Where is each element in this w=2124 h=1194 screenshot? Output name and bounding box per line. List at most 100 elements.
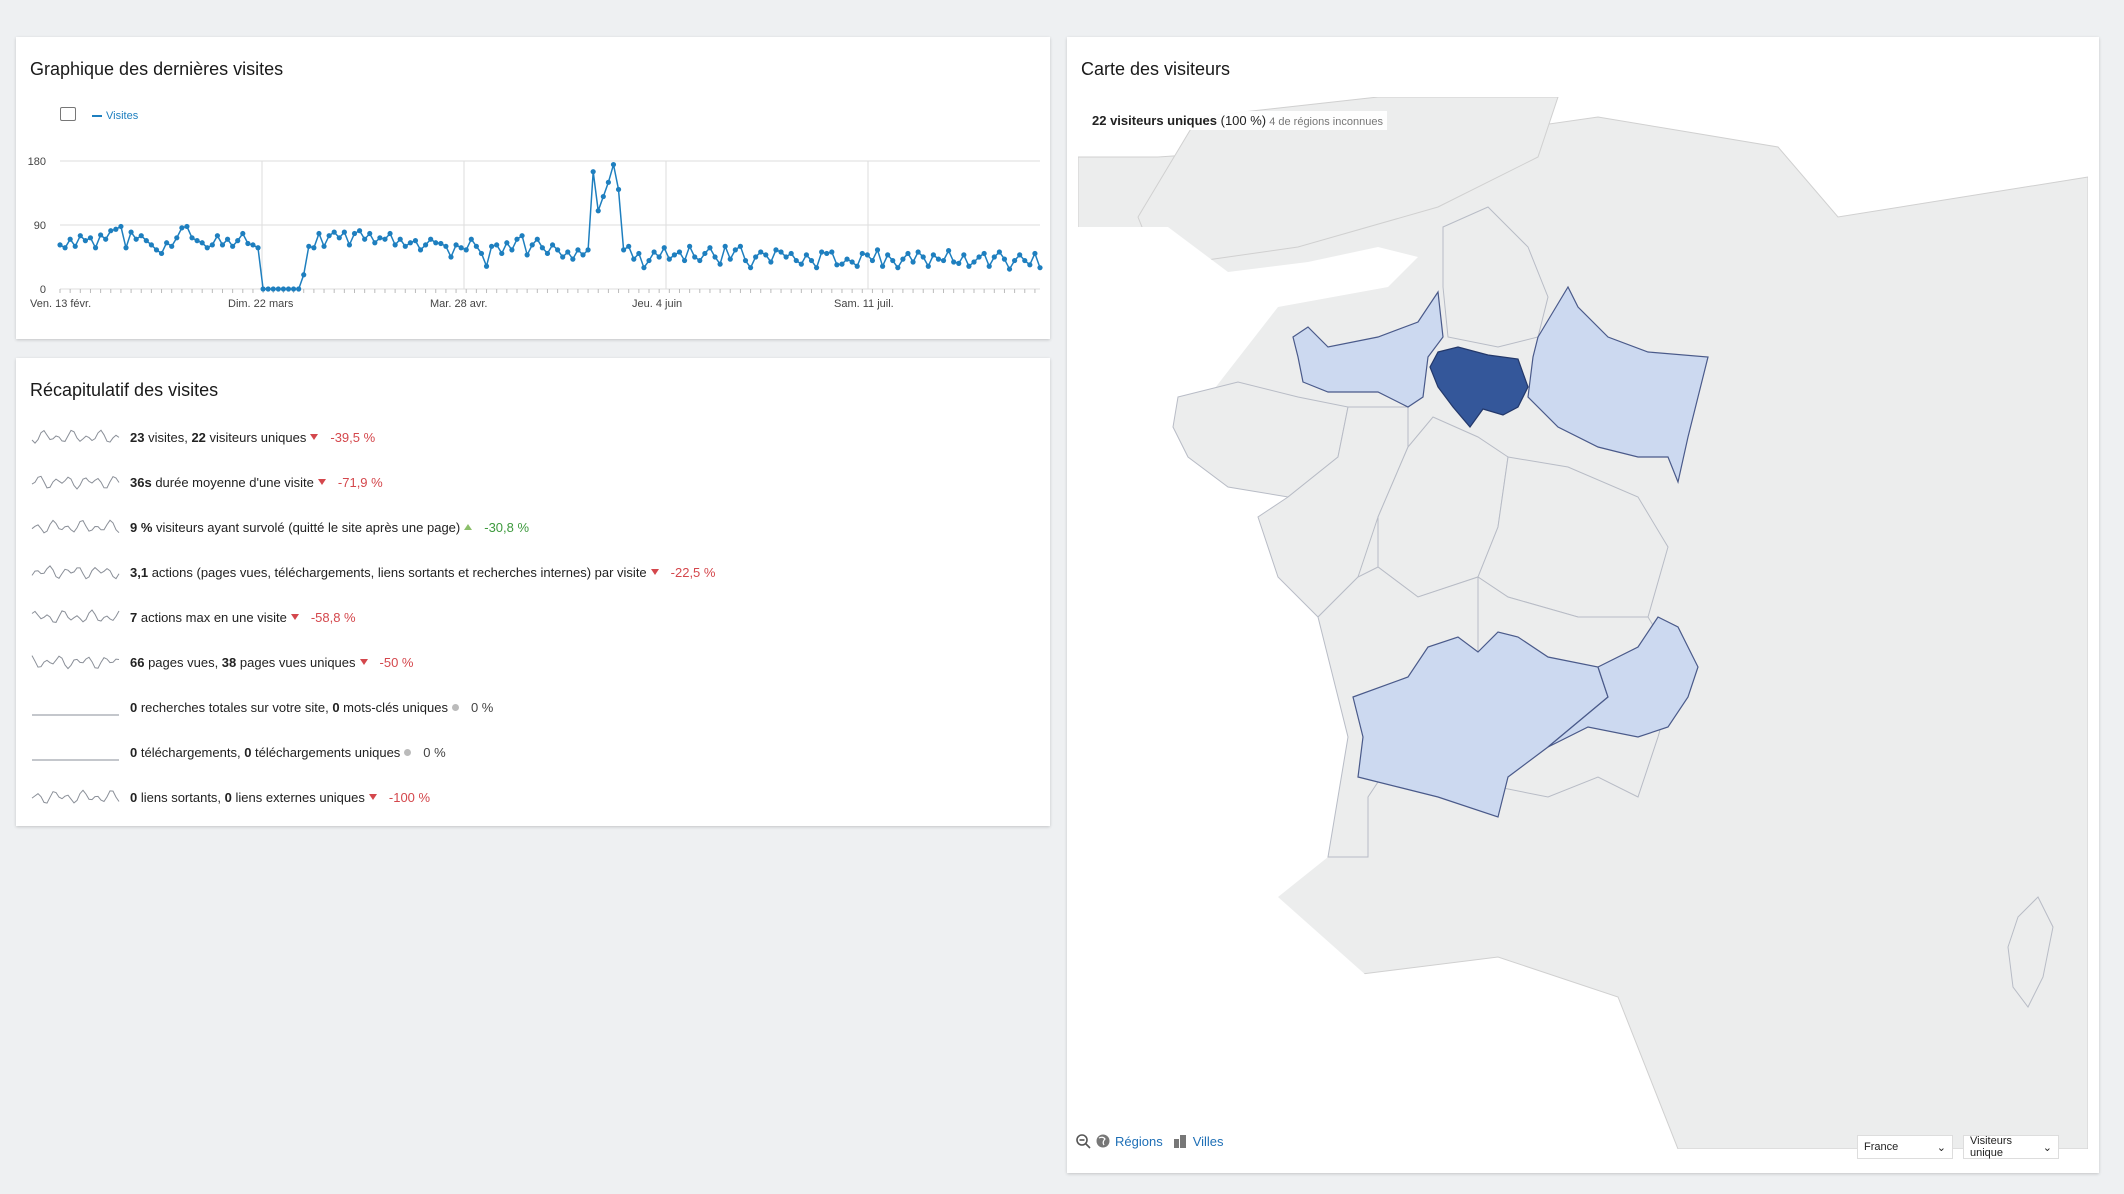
data-point[interactable] [321, 243, 327, 249]
region-corse[interactable] [2007, 896, 2054, 1008]
data-point[interactable] [240, 230, 246, 237]
data-point[interactable] [666, 256, 672, 262]
data-point[interactable] [834, 262, 840, 268]
data-point[interactable] [57, 242, 63, 248]
region-paca[interactable] [1547, 616, 1699, 748]
data-point[interactable] [138, 233, 144, 239]
data-point[interactable] [808, 257, 815, 264]
data-point[interactable] [504, 240, 510, 246]
data-point[interactable] [996, 249, 1002, 255]
data-point[interactable] [1012, 257, 1018, 264]
data-point[interactable] [869, 257, 876, 264]
data-point[interactable] [158, 250, 165, 257]
data-point[interactable] [392, 242, 398, 248]
data-point[interactable] [885, 252, 891, 258]
data-point[interactable] [560, 254, 566, 260]
data-point[interactable] [255, 245, 261, 251]
data-point[interactable] [204, 245, 210, 251]
data-point[interactable] [819, 249, 825, 255]
sparkline[interactable] [30, 693, 122, 721]
sparkline[interactable] [30, 558, 122, 586]
data-point[interactable] [529, 242, 535, 248]
data-point[interactable] [732, 247, 738, 253]
data-point[interactable] [280, 286, 287, 292]
data-point[interactable] [422, 242, 429, 248]
data-point[interactable] [595, 208, 601, 214]
data-point[interactable] [412, 238, 419, 244]
tab-cities[interactable]: Villes [1192, 1133, 1224, 1149]
data-point[interactable] [1032, 250, 1038, 257]
sparkline[interactable] [30, 648, 122, 676]
data-point[interactable] [433, 240, 439, 246]
data-point[interactable] [224, 236, 231, 242]
data-point[interactable] [890, 257, 896, 264]
data-point[interactable] [773, 247, 779, 253]
data-point[interactable] [565, 249, 571, 255]
data-point[interactable] [164, 240, 170, 246]
data-point[interactable] [539, 245, 545, 251]
data-point[interactable] [981, 250, 987, 257]
data-point[interactable] [910, 259, 916, 265]
data-point[interactable] [128, 229, 134, 235]
sparkline[interactable] [30, 513, 122, 541]
data-point[interactable] [463, 247, 469, 253]
data-point[interactable] [209, 242, 215, 248]
data-point[interactable] [219, 242, 226, 248]
data-point[interactable] [707, 245, 713, 251]
data-point[interactable] [270, 286, 276, 292]
data-point[interactable] [951, 259, 957, 265]
data-point[interactable] [661, 245, 667, 251]
data-point[interactable] [656, 254, 662, 260]
data-point[interactable] [428, 236, 434, 242]
data-point[interactable] [113, 226, 119, 232]
data-point[interactable] [570, 256, 576, 262]
data-point[interactable] [519, 233, 525, 239]
data-point[interactable] [763, 252, 769, 258]
data-point[interactable] [712, 254, 718, 260]
data-point[interactable] [966, 263, 972, 269]
data-point[interactable] [290, 286, 297, 292]
data-point[interactable] [874, 247, 881, 253]
data-point[interactable] [199, 240, 205, 246]
data-point[interactable] [306, 243, 312, 249]
data-point[interactable] [935, 256, 942, 262]
data-point[interactable] [839, 261, 845, 267]
data-point[interactable] [133, 236, 139, 242]
data-point[interactable] [443, 243, 449, 249]
data-point[interactable] [377, 235, 383, 241]
data-point[interactable] [356, 228, 363, 234]
data-point[interactable] [72, 243, 78, 249]
data-point[interactable] [813, 265, 820, 271]
tab-regions[interactable]: Régions [1115, 1133, 1163, 1149]
data-point[interactable] [296, 286, 302, 292]
data-point[interactable] [798, 261, 804, 267]
data-point[interactable] [651, 249, 657, 255]
data-point[interactable] [341, 229, 347, 235]
data-point[interactable] [402, 243, 408, 249]
data-point[interactable] [676, 249, 683, 255]
data-point[interactable] [961, 252, 967, 258]
data-point[interactable] [920, 254, 926, 260]
sparkline[interactable] [30, 783, 122, 811]
data-point[interactable] [103, 236, 109, 242]
data-point[interactable] [900, 256, 906, 262]
data-point[interactable] [448, 254, 454, 260]
data-point[interactable] [895, 265, 901, 271]
data-point[interactable] [793, 257, 799, 264]
data-point[interactable] [991, 254, 997, 260]
data-point[interactable] [758, 249, 764, 255]
data-point[interactable] [230, 243, 236, 249]
data-point[interactable] [753, 254, 759, 260]
sparkline[interactable] [30, 603, 122, 631]
data-point[interactable] [956, 260, 962, 266]
data-point[interactable] [245, 240, 251, 247]
data-point[interactable] [372, 240, 378, 246]
data-point[interactable] [549, 242, 556, 248]
data-point[interactable] [778, 249, 784, 255]
data-point[interactable] [514, 236, 520, 242]
data-point[interactable] [397, 236, 403, 242]
country-select[interactable]: France ⌄ [1857, 1135, 1953, 1159]
data-point[interactable] [453, 242, 459, 248]
data-point[interactable] [585, 247, 591, 253]
data-point[interactable] [336, 235, 342, 241]
